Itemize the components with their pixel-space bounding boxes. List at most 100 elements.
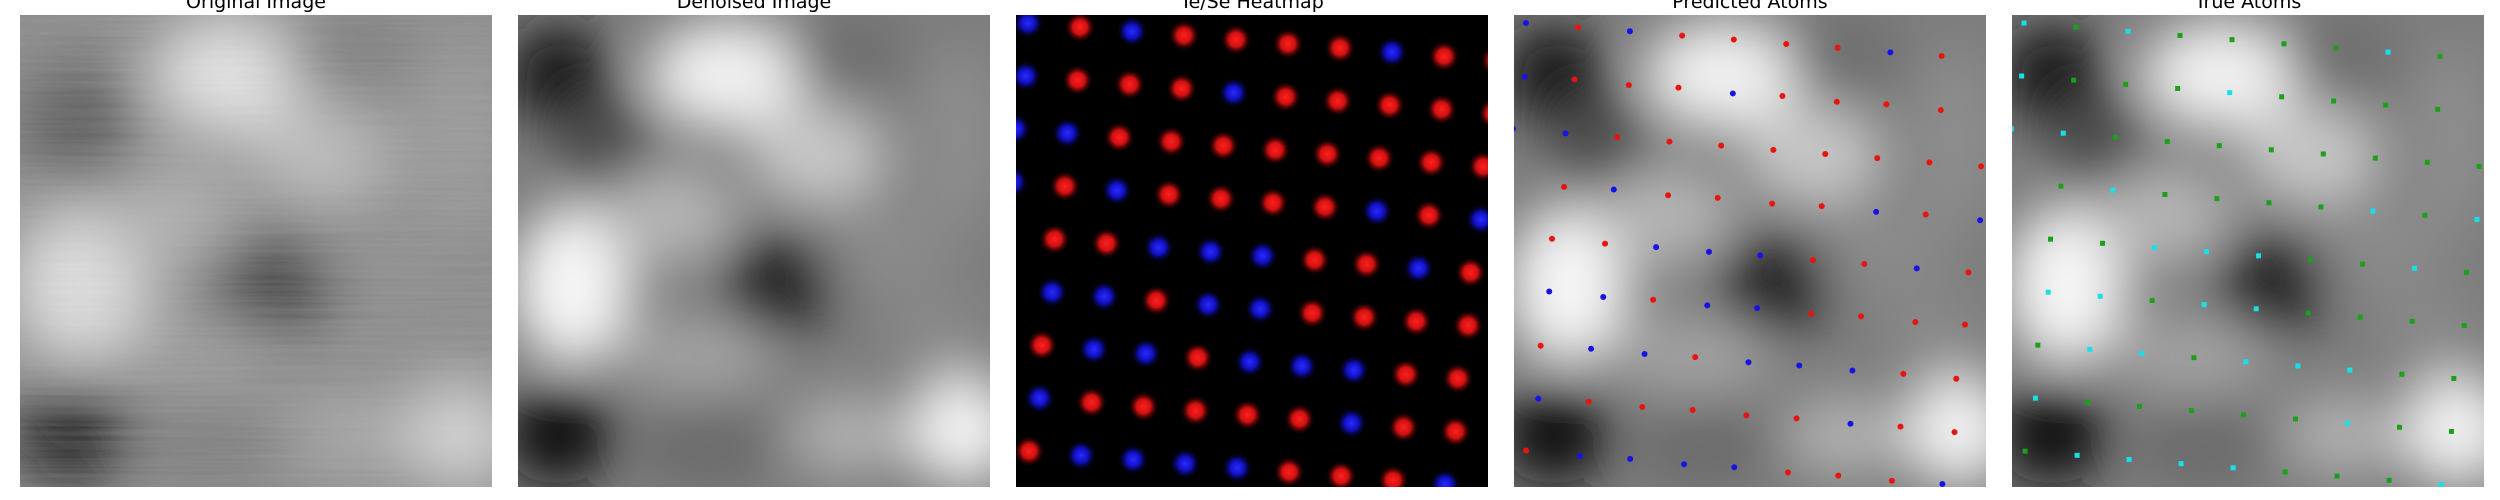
heatmap-spot-te: [1103, 121, 1136, 154]
predicted-atom-te: [1571, 76, 1578, 83]
predicted-atom-se: [1514, 125, 1516, 132]
heatmap-spot-te: [1168, 19, 1200, 52]
heatmap-spot-te: [1298, 243, 1331, 276]
predicted-atom-te: [1833, 98, 1840, 105]
true-atom-te: [2383, 102, 2389, 108]
predicted-atom-te: [1523, 447, 1530, 454]
heatmap-spot-te: [1075, 386, 1108, 419]
predicted-atom-te: [1614, 134, 1621, 141]
true-atom-te: [2318, 204, 2324, 210]
true-atom-se: [2253, 306, 2259, 312]
heatmap-spot-te: [1377, 464, 1410, 487]
true-atom-te: [2177, 32, 2183, 38]
predicted-atom-te: [1666, 138, 1673, 145]
predicted-atom-se: [1757, 252, 1764, 259]
true-atom-te: [2229, 37, 2235, 43]
heatmap-spot-te: [1048, 170, 1081, 203]
heatmap-spot-te: [1415, 146, 1448, 179]
true-atom-te: [2422, 212, 2428, 218]
heatmap-spot-te: [1452, 309, 1485, 342]
predicted-atom-se: [1939, 480, 1946, 487]
heatmap-spot-te: [1350, 248, 1383, 281]
true-atom-se: [2438, 481, 2444, 487]
predicted-atom-te: [1858, 313, 1865, 320]
true-atom-te: [2279, 94, 2285, 100]
predicted-atom-se: [1588, 345, 1595, 352]
predicted-atom-te: [1575, 24, 1582, 31]
true-atom-se: [2060, 130, 2066, 136]
true-atom-se: [2045, 289, 2051, 295]
heatmap-spot-se: [1360, 195, 1393, 228]
predicted-atom-te: [1883, 101, 1890, 108]
true-atom-te: [2164, 138, 2170, 144]
predicted-atom-se: [1641, 350, 1648, 357]
predicted-atom-se: [1653, 244, 1660, 251]
denoised-image: [518, 15, 990, 487]
predicted-atom-se: [1745, 359, 1752, 366]
predicted-atom-te: [1714, 194, 1721, 201]
predicted-atom-te: [1783, 40, 1790, 47]
true-atom-te: [2162, 191, 2168, 197]
true-atom-se: [2204, 249, 2210, 255]
heatmap-spot-te: [1256, 186, 1289, 219]
heatmap-spot-se: [1244, 292, 1277, 325]
true-atom-se: [2230, 465, 2236, 471]
panel-title-original: Original Image: [186, 0, 326, 13]
predicted-atom-te: [1809, 257, 1816, 264]
panel-title-predicted: Predicted Atoms: [1672, 0, 1828, 13]
true-atom-te: [2399, 371, 2405, 377]
heatmap-spot-te: [1273, 455, 1306, 487]
predicted-atom-te: [1808, 310, 1815, 317]
true-atom-te: [2112, 134, 2118, 140]
true-atom-te: [2216, 143, 2222, 149]
true-atom-te: [2448, 428, 2454, 434]
predicted-atom-se: [1849, 367, 1856, 374]
heatmap-spot-te: [1428, 40, 1460, 73]
true-atom-te: [2409, 318, 2415, 324]
true-atom-te: [2386, 477, 2392, 483]
predicted-atom-te: [1874, 155, 1881, 162]
true-atom-te: [2308, 257, 2314, 263]
denoised-image-svg: [518, 15, 990, 487]
heatmap-spot-te: [1467, 150, 1488, 183]
predicted-atom-te: [1718, 142, 1725, 149]
predicted-atom-se: [1913, 265, 1920, 272]
true-atom-te: [2305, 310, 2311, 316]
predicted-atom-te: [1793, 415, 1800, 422]
heatmap-spot-se: [1429, 468, 1462, 487]
true-svg: [2012, 15, 2484, 487]
true-atom-te: [2372, 155, 2378, 161]
heatmap-spot-te: [1025, 329, 1058, 362]
predicted-atom-te: [1549, 235, 1556, 242]
heatmap-spot-se: [1337, 354, 1370, 387]
predicted-atom-se: [1562, 130, 1569, 137]
true-atom-se: [2178, 461, 2184, 467]
true-atom-se: [2021, 20, 2027, 26]
heatmap-spot-te: [1127, 390, 1160, 423]
heatmap-spot-te: [1269, 80, 1302, 113]
predicted-atom-se: [1626, 28, 1633, 35]
predicted-atom-te: [1953, 375, 1960, 382]
heatmap-spot-te: [1038, 223, 1071, 256]
heatmap-spot-te: [1400, 305, 1433, 338]
heatmap-spot-te: [1387, 411, 1420, 444]
heatmap-spot-se: [1169, 447, 1202, 480]
predicted-atom-te: [1912, 319, 1919, 326]
true-atom-te: [2451, 375, 2457, 381]
heatmap-spot-te: [1441, 362, 1474, 395]
predicted-atom-te: [1743, 412, 1750, 419]
true-atom-te: [2360, 261, 2366, 267]
predicted-atom-te: [1835, 472, 1842, 479]
heatmap-spot-te: [1283, 402, 1316, 435]
predicted-atom-se: [1523, 20, 1529, 26]
heatmap-spot-te: [1325, 460, 1358, 487]
true-atom-te: [2175, 85, 2181, 91]
heatmap-spot-te: [1272, 27, 1304, 60]
predicted-atom-te: [1926, 159, 1933, 166]
original-image: [20, 15, 492, 487]
true-atom-se: [2227, 90, 2233, 96]
predicted-atom-se: [1521, 73, 1528, 80]
true-atom-se: [2344, 420, 2350, 426]
true-atom-se: [2347, 367, 2353, 373]
panel-heatmap: Te/Se Heatmap: [1016, 0, 1488, 500]
